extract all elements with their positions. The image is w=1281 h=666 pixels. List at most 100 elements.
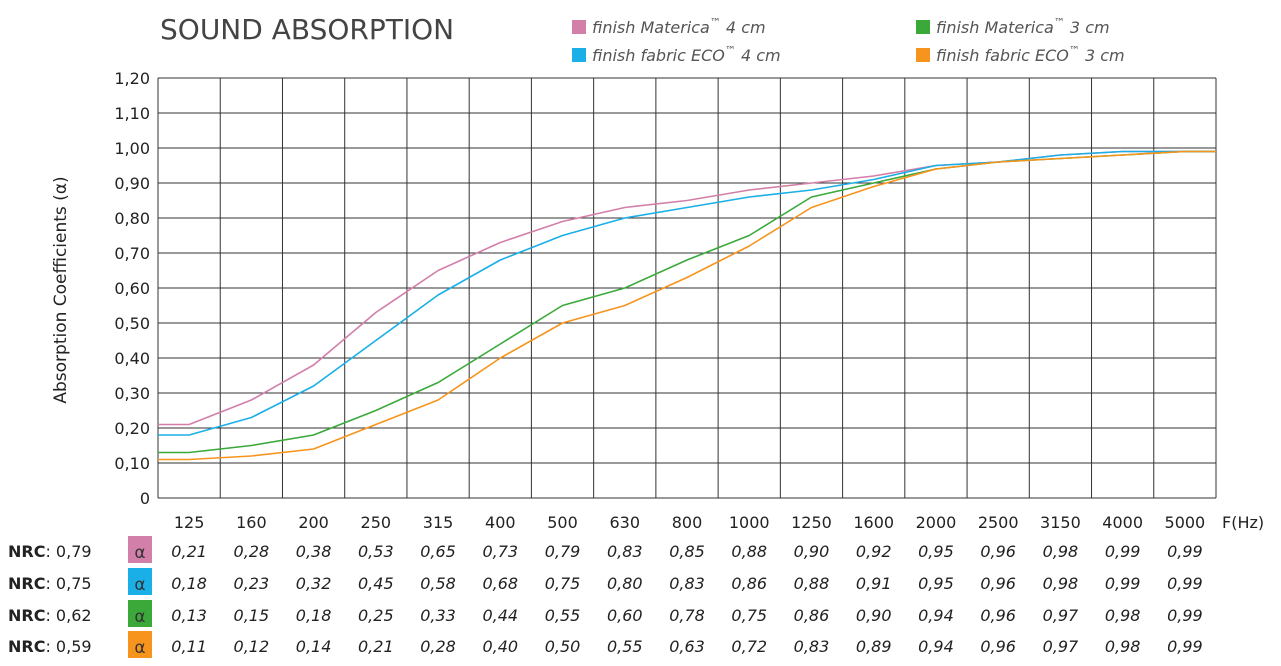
nrc-color-swatch <box>128 631 152 658</box>
nrc-color-swatch <box>128 600 152 627</box>
table-cell: 0,53 <box>358 542 394 561</box>
x-tick-label: 3150 <box>1040 513 1081 532</box>
table-cell: 0,12 <box>234 637 270 656</box>
table-cell: 0,91 <box>856 574 892 593</box>
table-cell: 0,18 <box>171 574 207 593</box>
legend-label: finish fabric ECO™ 4 cm <box>592 44 781 65</box>
x-tick-label: 630 <box>609 513 640 532</box>
nrc-label: NRC: 0,59 <box>8 637 92 656</box>
table-cell: 0,98 <box>1043 574 1079 593</box>
table-cell: 0,40 <box>482 637 518 656</box>
x-tick-label: 250 <box>361 513 392 532</box>
x-tick-label: 1250 <box>791 513 832 532</box>
table-cell: 0,44 <box>482 606 518 625</box>
table-cell: 0,88 <box>731 542 767 561</box>
nrc-color-swatch <box>128 568 152 595</box>
grid <box>157 77 1217 499</box>
table-cell: 0,21 <box>171 542 207 561</box>
table-cell: 0,75 <box>545 574 581 593</box>
table-cell: 0,55 <box>545 606 581 625</box>
table-cell: 0,14 <box>296 637 332 656</box>
nrc-table: NRC: 0,79 α 0,21 0,28 0,38 0,53 0,65 0,73 0,79 0,… <box>8 536 1203 658</box>
table-cell: 0,23 <box>234 574 270 593</box>
table-cell: 0,96 <box>980 637 1016 656</box>
table-cell: 0,95 <box>918 542 954 561</box>
nrc-label: NRC: 0,62 <box>8 606 92 625</box>
alpha-symbol: α <box>134 607 145 627</box>
table-cell: 0,65 <box>420 542 456 561</box>
table-cell: 0,78 <box>669 606 705 625</box>
legend-item-4: finish fabric ECO™ 3 cm <box>916 44 1125 65</box>
x-tick-label: 125 <box>174 513 205 532</box>
table-cell: 0,79 <box>545 542 581 561</box>
y-tick-label: 0,30 <box>114 384 150 403</box>
y-axis-ticks: 0 0,10 0,20 0,30 0,40 0,50 0,60 0,70 0,80 0,90 1,0… <box>114 69 150 508</box>
x-tick-label: 800 <box>672 513 703 532</box>
table-cell: 0,83 <box>607 542 643 561</box>
table-cell: 0,95 <box>918 574 954 593</box>
table-cell: 0,90 <box>856 606 892 625</box>
x-tick-label: 1600 <box>853 513 894 532</box>
x-tick-label: 4000 <box>1102 513 1143 532</box>
legend-swatch <box>916 48 930 62</box>
y-tick-label: 1,20 <box>114 69 150 88</box>
x-tick-label: 2000 <box>916 513 957 532</box>
table-cell: 0,90 <box>794 542 830 561</box>
x-tick-label: 400 <box>485 513 516 532</box>
y-tick-label: 0,50 <box>114 314 150 333</box>
alpha-symbol: α <box>134 543 145 563</box>
x-tick-label: 2500 <box>978 513 1019 532</box>
table-cell: 0,60 <box>607 606 643 625</box>
table-cell: 0,97 <box>1043 606 1079 625</box>
x-tick-label: 315 <box>423 513 454 532</box>
alpha-symbol: α <box>134 575 145 595</box>
y-tick-label: 1,00 <box>114 139 150 158</box>
legend-swatch <box>572 20 586 34</box>
alpha-symbol: α <box>134 638 145 658</box>
legend: finish Materica™ 4 cm finish fabric ECO™ … <box>572 16 1125 65</box>
x-axis-label: F(Hz) <box>1222 513 1264 532</box>
table-cell: 0,94 <box>918 606 954 625</box>
table-cell: 0,86 <box>731 574 767 593</box>
table-cell: 0,33 <box>420 606 456 625</box>
x-tick-label: 200 <box>298 513 329 532</box>
table-cell: 0,15 <box>234 606 270 625</box>
table-cell: 0,83 <box>794 637 830 656</box>
table-cell: 0,99 <box>1167 606 1203 625</box>
table-cell: 0,25 <box>358 606 394 625</box>
table-cell: 0,50 <box>545 637 581 656</box>
y-tick-label: 0,80 <box>114 209 150 228</box>
series-lines <box>158 150 1216 461</box>
table-cell: 0,63 <box>669 637 705 656</box>
table-cell: 0,99 <box>1105 542 1141 561</box>
table-cell: 0,28 <box>420 637 456 656</box>
series-line-4 <box>158 150 1216 461</box>
y-tick-label: 0,70 <box>114 244 150 263</box>
y-tick-label: 0,60 <box>114 279 150 298</box>
series-line-2 <box>158 150 1216 436</box>
table-cell: 0,98 <box>1043 542 1079 561</box>
table-cell: 0,99 <box>1167 574 1203 593</box>
legend-item-3: finish Materica™ 3 cm <box>916 16 1110 37</box>
y-tick-label: 0,10 <box>114 454 150 473</box>
y-tick-label: 1,10 <box>114 104 150 123</box>
legend-swatch <box>916 20 930 34</box>
table-row: NRC: 0,75 α 0,18 0,23 0,32 0,45 0,58 0,68 0,75 0,… <box>8 568 1203 595</box>
table-cell: 0,38 <box>296 542 332 561</box>
table-cell: 0,75 <box>731 606 767 625</box>
y-tick-label: 0,20 <box>114 419 150 438</box>
y-tick-label: 0,90 <box>114 174 150 193</box>
table-cell: 0,68 <box>482 574 518 593</box>
table-row: NRC: 0,79 α 0,21 0,28 0,38 0,53 0,65 0,73 0,79 0,… <box>8 536 1203 563</box>
legend-swatch <box>572 48 586 62</box>
table-cell: 0,99 <box>1167 637 1203 656</box>
table-cell: 0,18 <box>296 606 332 625</box>
y-tick-label: 0,40 <box>114 349 150 368</box>
table-cell: 0,98 <box>1105 606 1141 625</box>
table-cell: 0,86 <box>794 606 830 625</box>
table-cell: 0,45 <box>358 574 394 593</box>
nrc-color-swatch <box>128 536 152 563</box>
table-cell: 0,32 <box>296 574 332 593</box>
table-cell: 0,80 <box>607 574 643 593</box>
